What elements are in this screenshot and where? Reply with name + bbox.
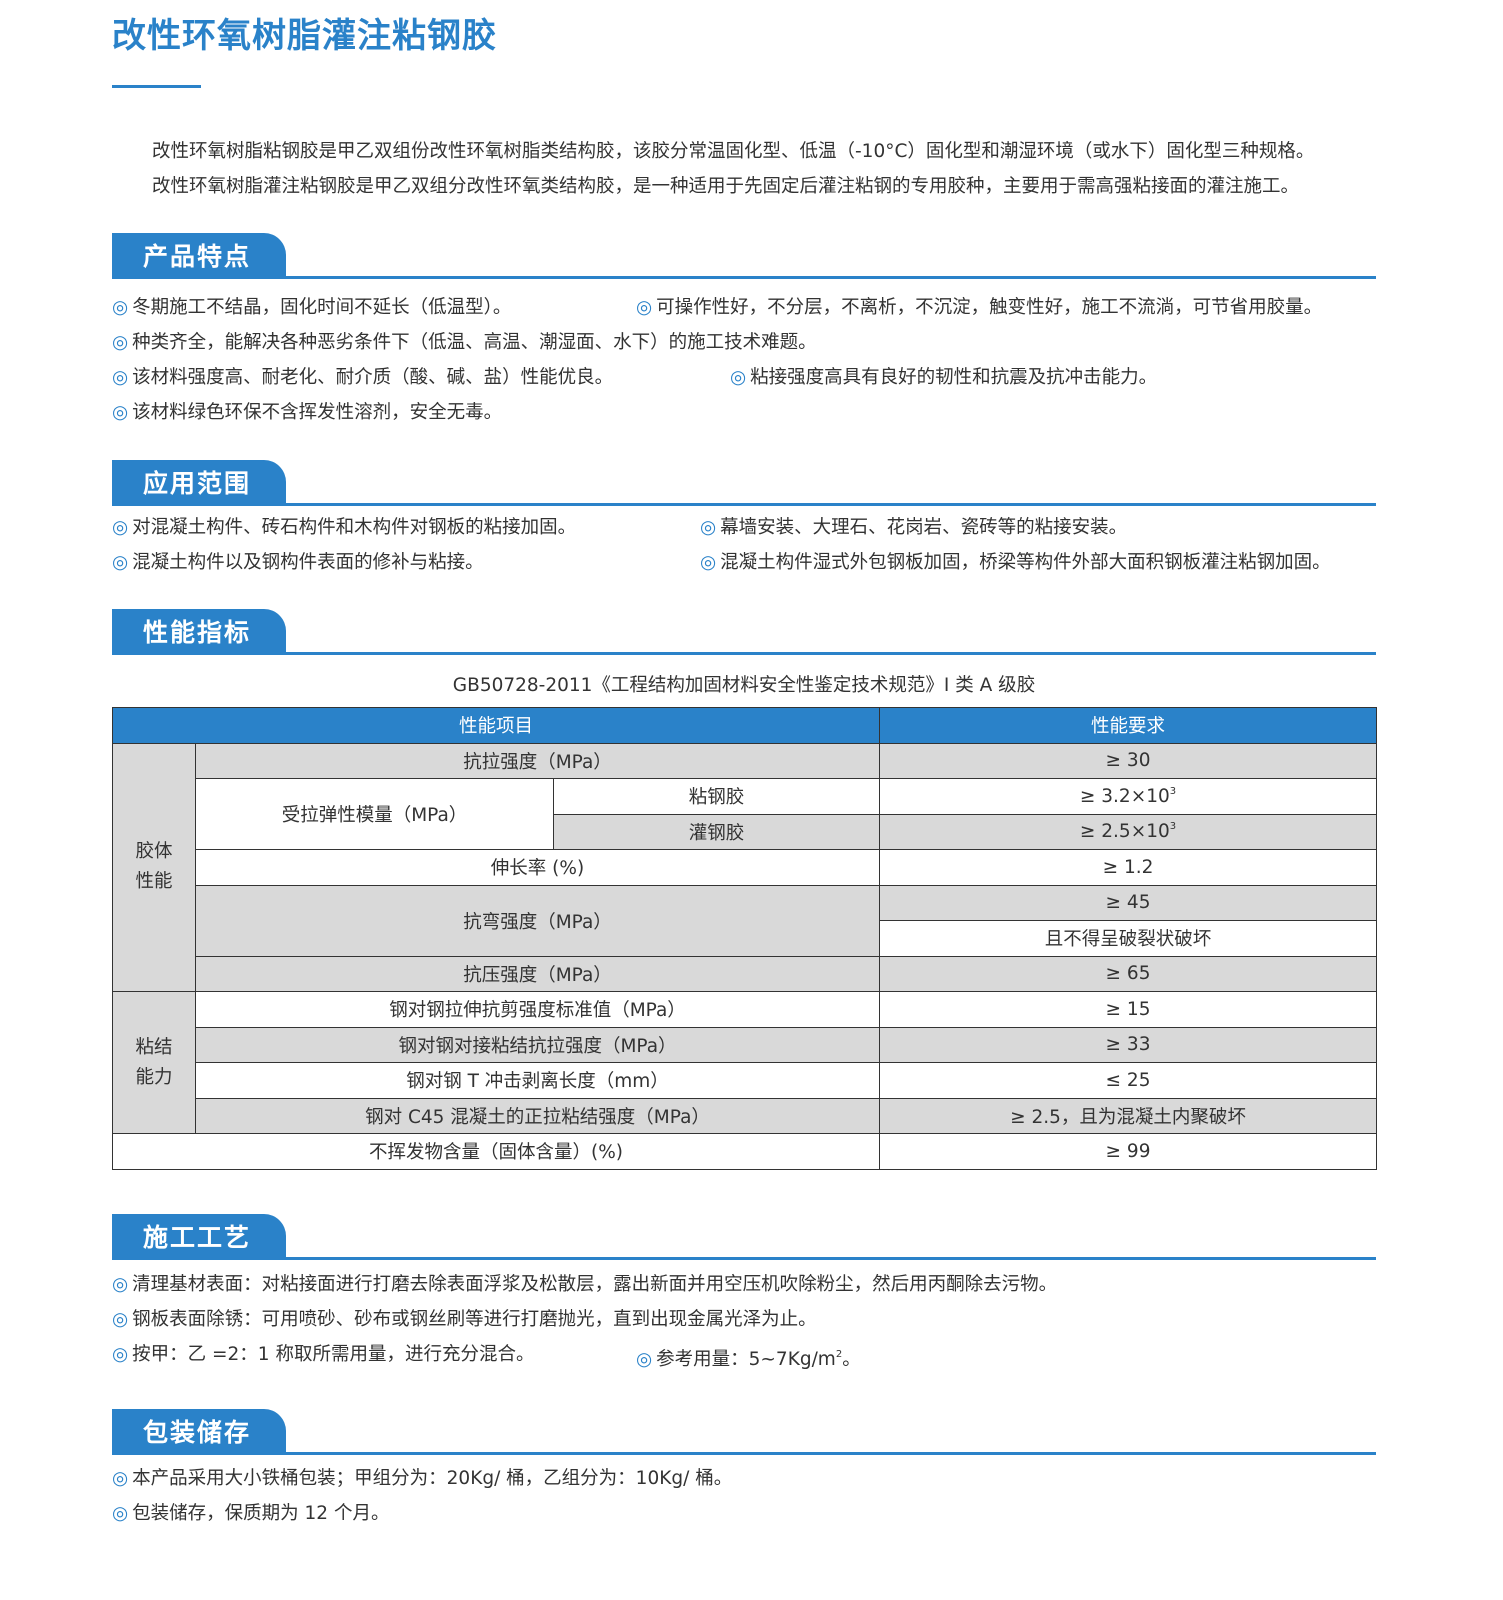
section-header-performance: 性能指标 (112, 609, 1376, 655)
list-item: ◎ 参考用量：5~7Kg/m2。 (636, 1349, 861, 1370)
circle-bullet-icon: ◎ (112, 1468, 129, 1489)
cell: ≥ 1.2 (879, 849, 1378, 886)
table-row: 钢对 C45 混凝土的正拉粘结强度（MPa） ≥ 2.5，且为混凝土内聚破坏 (113, 1097, 1378, 1134)
table-row: 粘结 能力 钢对钢拉伸抗剪强度标准值（MPa） ≥ 15 (112, 991, 1378, 1134)
cell: 钢对钢 T 冲击剥离长度（mm） (194, 1062, 881, 1099)
cell: 抗弯强度（MPa） (194, 884, 881, 957)
table-row: 且不得呈破裂状破坏 (113, 920, 1378, 957)
section-header-features: 产品特点 (112, 233, 1376, 279)
cell: 粘钢胶 (552, 778, 881, 815)
table-row: 抗压强度（MPa） ≥ 65 (113, 955, 1378, 992)
divider (112, 1452, 1376, 1455)
cell: 抗拉强度（MPa） (194, 742, 881, 779)
section-title: 性能指标 (112, 609, 286, 654)
cell: 钢对钢拉伸抗剪强度标准值（MPa） (194, 991, 881, 1028)
cell: 抗压强度（MPa） (194, 955, 881, 992)
column-header: 性能要求 (879, 707, 1378, 744)
circle-bullet-icon: ◎ (112, 367, 129, 388)
section-title: 包装储存 (112, 1409, 286, 1454)
list-item: ◎ 对混凝土构件、砖石构件和木构件对钢板的粘接加固。 (112, 517, 577, 538)
list-item: ◎ 混凝土构件以及钢构件表面的修补与粘接。 (112, 552, 484, 573)
cell: 灌钢胶 (552, 813, 881, 850)
circle-bullet-icon: ◎ (112, 1503, 129, 1524)
list-item: ◎ 种类齐全，能解决各种恶劣条件下（低温、高温、潮湿面、水下）的施工技术难题。 (112, 332, 817, 353)
page-title: 改性环氧树脂灌注粘钢胶 (112, 16, 497, 56)
divider (112, 1257, 1376, 1260)
cell: ≥ 33 (879, 1026, 1378, 1063)
circle-bullet-icon: ◎ (730, 367, 747, 388)
table-row: 灌钢胶 ≥ 2.5×103 (113, 813, 1378, 850)
cell: 伸长率 (%) (194, 849, 881, 886)
circle-bullet-icon: ◎ (112, 1344, 129, 1365)
title-underline (112, 85, 201, 88)
table-row: 伸长率 (%) ≥ 1.2 (113, 849, 1378, 886)
circle-bullet-icon: ◎ (112, 1309, 129, 1330)
table-row: 胶体 性能 抗拉强度（MPa） ≥ 30 (112, 742, 1378, 992)
cell: ≥ 99 (879, 1133, 1378, 1170)
list-item: ◎ 混凝土构件湿式外包钢板加固，桥梁等构件外部大面积钢板灌注粘钢加固。 (700, 552, 1331, 573)
section-header-application: 应用范围 (112, 460, 1376, 506)
cell: ≥ 2.5，且为混凝土内聚破坏 (879, 1097, 1378, 1134)
list-item: ◎ 冬期施工不结晶，固化时间不延长（低温型）。 (112, 297, 512, 318)
section-title: 施工工艺 (112, 1214, 286, 1259)
intro-paragraph: 改性环氧树脂灌注粘钢胶是甲乙双组分改性环氧类结构胶，是一种适用于先固定后灌注粘钢… (152, 176, 1300, 197)
section-header-construction: 施工工艺 (112, 1214, 1376, 1260)
cell: 且不得呈破裂状破坏 (879, 920, 1378, 957)
list-item: ◎ 可操作性好，不分层，不离析，不沉淀，触变性好，施工不流淌，可节省用胶量。 (636, 297, 1323, 318)
cell: ≥ 30 (879, 742, 1378, 779)
cell: 受拉弹性模量（MPa） (195, 778, 554, 850)
cell: 钢对 C45 混凝土的正拉粘结强度（MPa） (194, 1097, 881, 1134)
divider (112, 503, 1376, 506)
intro-paragraph: 改性环氧树脂粘钢胶是甲乙双组份改性环氧树脂类结构胶，该胶分常温固化型、低温（-1… (152, 141, 1315, 162)
cell: ≥ 2.5×103 (879, 813, 1378, 850)
circle-bullet-icon: ◎ (112, 552, 129, 573)
section-title: 产品特点 (112, 233, 286, 278)
cell: 钢对钢对接粘结抗拉强度（MPa） (194, 1026, 881, 1063)
table-row: 钢对钢 T 冲击剥离长度（mm） ≤ 25 (113, 1062, 1378, 1099)
circle-bullet-icon: ◎ (636, 1349, 653, 1370)
circle-bullet-icon: ◎ (112, 297, 129, 318)
circle-bullet-icon: ◎ (700, 517, 717, 538)
divider (112, 652, 1376, 655)
cell: ≥ 3.2×103 (879, 778, 1378, 815)
table-row: 钢对钢对接粘结抗拉强度（MPa） ≥ 33 (113, 1026, 1378, 1063)
section-title: 应用范围 (112, 460, 286, 505)
cell: ≥ 45 (879, 884, 1378, 921)
table-header-row: 性能项目 性能要求 (111, 707, 1378, 744)
circle-bullet-icon: ◎ (700, 552, 717, 573)
table-row: 抗弯强度（MPa） ≥ 45 (113, 884, 1378, 957)
group-label: 胶体 性能 (112, 742, 196, 992)
circle-bullet-icon: ◎ (112, 517, 129, 538)
cell: 不挥发物含量（固体含量）(%) (111, 1133, 881, 1170)
circle-bullet-icon: ◎ (636, 297, 653, 318)
circle-bullet-icon: ◎ (112, 1274, 129, 1295)
cell: ≤ 25 (879, 1062, 1378, 1099)
list-item: ◎ 本产品采用大小铁桶包装；甲组分为：20Kg/ 桶，乙组分为：10Kg/ 桶。 (112, 1468, 733, 1489)
list-item: ◎ 清理基材表面：对粘接面进行打磨去除表面浮浆及松散层，露出新面并用空压机吹除粉尘… (112, 1274, 1058, 1295)
list-item: ◎ 该材料绿色环保不含挥发性溶剂，安全无毒。 (112, 402, 503, 423)
column-header: 性能项目 (111, 707, 881, 744)
list-item: ◎ 粘接强度高具有良好的韧性和抗震及抗冲击能力。 (730, 367, 1158, 388)
list-item: ◎ 幕墙安装、大理石、花岗岩、瓷砖等的粘接安装。 (700, 517, 1128, 538)
table-row: 不挥发物含量（固体含量）(%) ≥ 99 (111, 1133, 1378, 1170)
section-header-storage: 包装储存 (112, 1409, 1376, 1455)
list-item: ◎ 该材料强度高、耐老化、耐介质（酸、碱、盐）性能优良。 (112, 367, 614, 388)
circle-bullet-icon: ◎ (112, 332, 129, 353)
list-item: ◎ 按甲：乙 =2：1 称取所需用量，进行充分混合。 (112, 1344, 535, 1365)
table-row: 受拉弹性模量（MPa） 粘钢胶 ≥ 3.2×103 (113, 778, 1378, 850)
list-item: ◎ 钢板表面除锈：可用喷砂、砂布或钢丝刷等进行打磨抛光，直到出现金属光泽为止。 (112, 1309, 817, 1330)
group-label: 粘结 能力 (112, 991, 196, 1134)
table-caption: GB50728-2011《工程结构加固材料安全性鉴定技术规范》I 类 A 级胶 (452, 675, 1036, 696)
cell: ≥ 15 (879, 991, 1378, 1028)
list-item: ◎ 包装储存，保质期为 12 个月。 (112, 1503, 390, 1524)
performance-table: 性能项目 性能要求 胶体 性能 抗拉强度（MPa） ≥ 30 受拉弹性模量（MPa）粘… (111, 707, 1378, 1170)
cell: ≥ 65 (879, 955, 1378, 992)
divider (112, 276, 1376, 279)
circle-bullet-icon: ◎ (112, 402, 129, 423)
